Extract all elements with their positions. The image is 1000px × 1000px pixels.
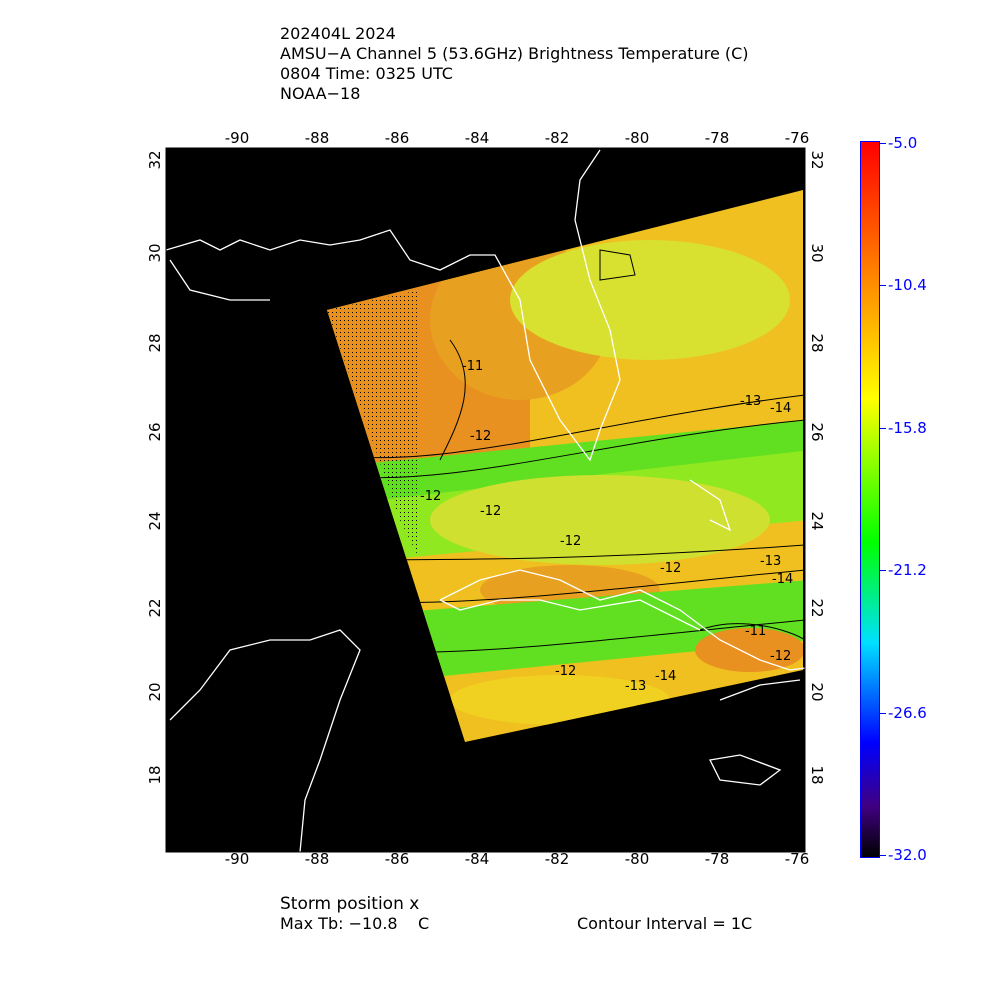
storm-position-label: Storm position x bbox=[280, 894, 420, 914]
lon-tick-top: -82 bbox=[545, 129, 570, 147]
lon-tick-top: -90 bbox=[225, 129, 250, 147]
contour-label: -14 bbox=[655, 669, 676, 684]
lat-tick-right: 20 bbox=[808, 682, 826, 701]
lon-tick-top: -78 bbox=[705, 129, 730, 147]
lat-tick-right: 18 bbox=[808, 765, 826, 784]
lon-tick-bottom: -80 bbox=[625, 850, 650, 868]
colorbar-tick bbox=[880, 570, 886, 572]
lon-tick-bottom: -86 bbox=[385, 850, 410, 868]
contour-label: -12 bbox=[420, 489, 441, 504]
lon-tick-bottom: -82 bbox=[545, 850, 570, 868]
lat-tick-right: 24 bbox=[808, 511, 826, 530]
contour-label: -11 bbox=[745, 624, 766, 639]
colorbar-tick bbox=[880, 285, 886, 287]
max-tb-label: Max Tb: −10.8 C bbox=[280, 914, 430, 933]
lat-tick-left: 20 bbox=[146, 682, 164, 701]
colorbar-label: -15.8 bbox=[888, 418, 927, 437]
coastlines bbox=[166, 149, 805, 852]
lat-tick-left: 32 bbox=[146, 150, 164, 169]
contour-label: -13 bbox=[760, 554, 781, 569]
lon-tick-top: -80 bbox=[625, 129, 650, 147]
contour-label: -14 bbox=[770, 401, 791, 416]
lat-tick-right: 26 bbox=[808, 422, 826, 441]
colorbar-tick bbox=[880, 427, 886, 429]
contour-label: -12 bbox=[770, 649, 791, 664]
title-line4: NOAA−18 bbox=[280, 84, 361, 103]
lon-tick-top: -84 bbox=[465, 129, 490, 147]
lon-tick-top: -76 bbox=[785, 129, 810, 147]
colorbar-label: -5.0 bbox=[888, 134, 918, 152]
colorbar-label: -26.6 bbox=[888, 703, 927, 722]
title-line1: 202404L 2024 bbox=[280, 24, 396, 43]
contour-label: -13 bbox=[625, 679, 646, 694]
lon-tick-bottom: -90 bbox=[225, 850, 250, 868]
lon-tick-bottom: -78 bbox=[705, 850, 730, 868]
title-line2: AMSU−A Channel 5 (53.6GHz) Brightness Te… bbox=[280, 44, 749, 63]
lon-tick-bottom: -76 bbox=[785, 850, 810, 868]
lat-tick-right: 22 bbox=[808, 598, 826, 617]
lat-tick-left: 26 bbox=[146, 422, 164, 441]
lat-tick-right: 30 bbox=[808, 243, 826, 262]
lon-tick-top: -88 bbox=[305, 129, 330, 147]
colorbar bbox=[860, 141, 880, 858]
lat-tick-left: 28 bbox=[146, 333, 164, 352]
colorbar-label: -32.0 bbox=[888, 846, 927, 864]
contour-label: -12 bbox=[470, 429, 491, 444]
contour-label: -12 bbox=[560, 534, 581, 549]
lat-tick-right: 28 bbox=[808, 333, 826, 352]
contour-label: -12 bbox=[555, 664, 576, 679]
colorbar-label: -21.2 bbox=[888, 561, 927, 580]
plot-frame bbox=[165, 147, 806, 853]
contour-interval-label: Contour Interval = 1C bbox=[577, 914, 753, 933]
lat-tick-right: 32 bbox=[808, 150, 826, 169]
contour-label: -11 bbox=[462, 359, 483, 374]
title-line3: 0804 Time: 0325 UTC bbox=[280, 64, 453, 83]
contour-label: -14 bbox=[772, 572, 793, 587]
lat-tick-left: 24 bbox=[146, 511, 164, 530]
lon-tick-bottom: -84 bbox=[465, 850, 490, 868]
lon-tick-bottom: -88 bbox=[305, 850, 330, 868]
colorbar-tick bbox=[880, 712, 886, 714]
lat-tick-left: 22 bbox=[146, 598, 164, 617]
contour-label: -13 bbox=[740, 394, 761, 409]
colorbar-label: -10.4 bbox=[888, 276, 927, 295]
lon-tick-top: -86 bbox=[385, 129, 410, 147]
lat-tick-left: 18 bbox=[146, 765, 164, 784]
colorbar-tick bbox=[880, 855, 886, 856]
lat-tick-left: 30 bbox=[146, 243, 164, 262]
contour-label: -12 bbox=[480, 504, 501, 519]
colorbar-tick bbox=[880, 143, 886, 144]
contour-label: -12 bbox=[660, 561, 681, 576]
